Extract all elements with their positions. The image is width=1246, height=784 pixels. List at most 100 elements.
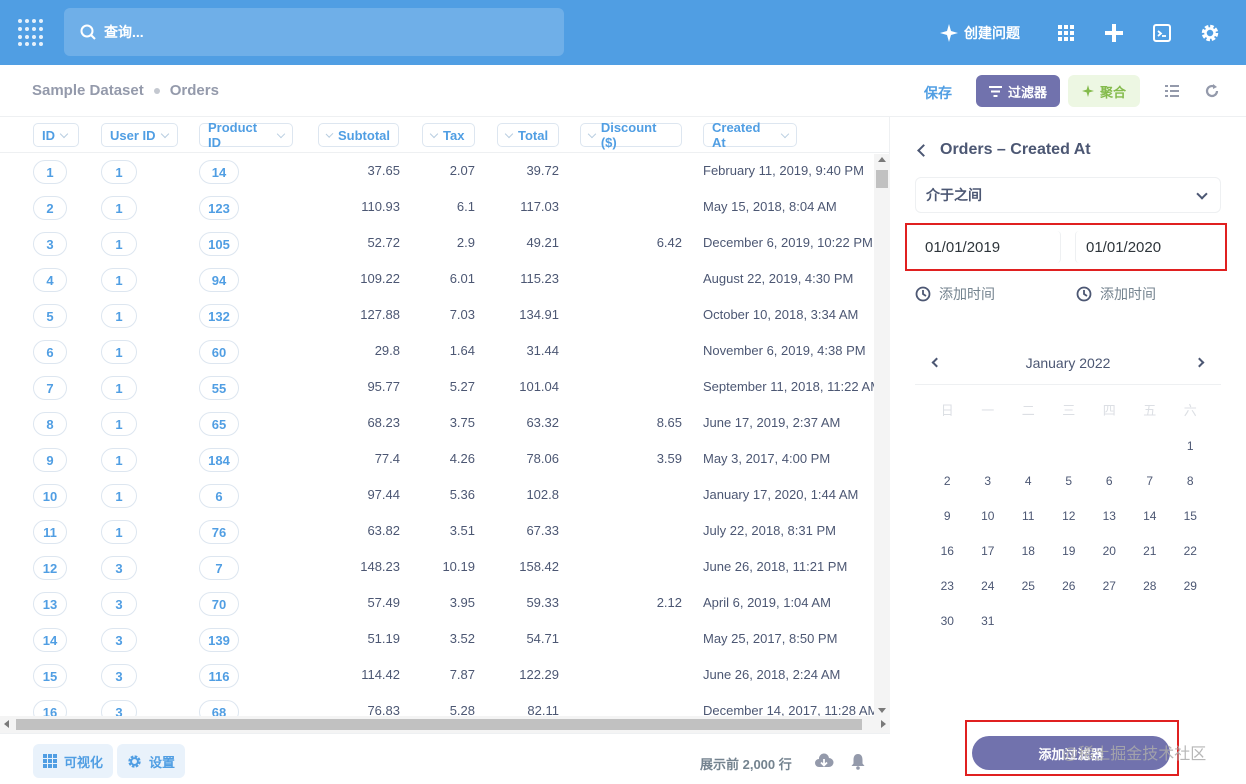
product-id-cell[interactable]: 116 — [199, 664, 239, 688]
add-filter-button[interactable]: 添加过滤器 — [972, 736, 1170, 770]
end-date-input[interactable]: 01/01/2020 — [1075, 231, 1221, 263]
back-chevron-icon[interactable] — [917, 143, 930, 157]
user-id-cell[interactable]: 1 — [101, 304, 137, 328]
calendar-day[interactable]: 14 — [1143, 509, 1157, 523]
id-cell[interactable]: 3 — [33, 232, 67, 256]
calendar-day[interactable]: 5 — [1065, 474, 1073, 488]
id-cell[interactable]: 5 — [33, 304, 67, 328]
calendar-day[interactable]: 8 — [1186, 474, 1194, 488]
visualize-button[interactable]: 可视化 — [33, 744, 114, 778]
calendar-day[interactable]: 2 — [943, 474, 951, 488]
search-input[interactable]: 查询... — [64, 8, 564, 56]
user-id-cell[interactable]: 1 — [101, 268, 137, 292]
column-header-discount[interactable]: Discount ($) — [580, 120, 682, 150]
new-question-button[interactable]: 创建问题 — [940, 23, 1020, 43]
id-cell[interactable]: 10 — [33, 484, 67, 508]
id-cell[interactable]: 11 — [33, 520, 67, 544]
user-id-cell[interactable]: 3 — [101, 628, 137, 652]
horizontal-scrollbar[interactable] — [0, 716, 890, 733]
calendar-day[interactable]: 30 — [940, 614, 954, 628]
settings-button[interactable]: 设置 — [117, 744, 186, 778]
calendar-day[interactable]: 9 — [943, 509, 951, 523]
calendar-day[interactable]: 17 — [981, 544, 995, 558]
breadcrumb-database[interactable]: Sample Dataset — [32, 82, 144, 99]
user-id-cell[interactable]: 1 — [101, 448, 137, 472]
product-id-cell[interactable]: 105 — [199, 232, 239, 256]
id-cell[interactable]: 4 — [33, 268, 67, 292]
calendar-day[interactable]: 20 — [1102, 544, 1116, 558]
calendar-day[interactable]: 24 — [981, 579, 995, 593]
aggregate-button[interactable]: 聚合 — [1068, 75, 1140, 107]
calendar-day[interactable]: 29 — [1183, 579, 1197, 593]
calendar-day[interactable]: 19 — [1062, 544, 1076, 558]
calendar-day[interactable]: 13 — [1102, 509, 1116, 523]
column-header-id[interactable]: ID — [33, 123, 79, 147]
column-header-created-at[interactable]: Created At — [703, 120, 797, 150]
calendar-day[interactable]: 18 — [1021, 544, 1035, 558]
column-header-subtotal[interactable]: Subtotal — [318, 123, 399, 147]
id-cell[interactable]: 2 — [33, 196, 67, 220]
filter-title[interactable]: Orders – Created At — [917, 141, 1091, 159]
id-cell[interactable]: 9 — [33, 448, 67, 472]
calendar-day[interactable]: 11 — [1022, 509, 1035, 523]
column-header-product-id[interactable]: Product ID — [199, 120, 293, 150]
calendar-day[interactable]: 27 — [1102, 579, 1116, 593]
user-id-cell[interactable]: 1 — [101, 520, 137, 544]
settings-button[interactable] — [1190, 13, 1230, 53]
calendar-day[interactable]: 16 — [940, 544, 954, 558]
id-cell[interactable]: 6 — [33, 340, 67, 364]
user-id-cell[interactable]: 1 — [101, 232, 137, 256]
calendar-day[interactable]: 6 — [1105, 474, 1113, 488]
calendar-day[interactable]: 15 — [1183, 509, 1197, 523]
calendar-day[interactable]: 12 — [1062, 509, 1076, 523]
user-id-cell[interactable]: 3 — [101, 592, 137, 616]
calendar-day[interactable]: 26 — [1062, 579, 1076, 593]
calendar-day[interactable]: 25 — [1021, 579, 1035, 593]
product-id-cell[interactable]: 14 — [199, 160, 239, 184]
product-id-cell[interactable]: 132 — [199, 304, 239, 328]
breadcrumb-table[interactable]: Orders — [169, 82, 219, 99]
user-id-cell[interactable]: 1 — [101, 412, 137, 436]
logo-icon[interactable] — [18, 19, 46, 47]
calendar-day[interactable]: 4 — [1024, 474, 1032, 488]
calendar-day[interactable]: 1 — [1186, 439, 1194, 453]
user-id-cell[interactable]: 3 — [101, 556, 137, 580]
product-id-cell[interactable]: 55 — [199, 376, 239, 400]
refresh-button[interactable] — [1202, 81, 1222, 101]
calendar-day[interactable]: 21 — [1143, 544, 1157, 558]
product-id-cell[interactable]: 6 — [199, 484, 239, 508]
calendar-day[interactable]: 22 — [1183, 544, 1197, 558]
id-cell[interactable]: 13 — [33, 592, 67, 616]
product-id-cell[interactable]: 60 — [199, 340, 239, 364]
id-cell[interactable]: 15 — [33, 664, 67, 688]
end-add-time-button[interactable]: 添加时间 — [1076, 284, 1156, 304]
calendar-day[interactable]: 10 — [981, 509, 995, 523]
product-id-cell[interactable]: 76 — [199, 520, 239, 544]
user-id-cell[interactable]: 1 — [101, 340, 137, 364]
product-id-cell[interactable]: 7 — [199, 556, 239, 580]
calendar-day[interactable]: 7 — [1146, 474, 1154, 488]
sql-editor-button[interactable] — [1142, 13, 1182, 53]
product-id-cell[interactable]: 184 — [199, 448, 239, 472]
calendar-day[interactable]: 23 — [940, 579, 954, 593]
id-cell[interactable]: 14 — [33, 628, 67, 652]
filter-button[interactable]: 过滤器 — [976, 75, 1060, 107]
user-id-cell[interactable]: 1 — [101, 160, 137, 184]
user-id-cell[interactable]: 3 — [101, 664, 137, 688]
vertical-scrollbar[interactable] — [874, 154, 890, 716]
browse-data-button[interactable] — [1046, 13, 1086, 53]
save-button[interactable]: 保存 — [924, 85, 952, 101]
calendar-day[interactable]: 31 — [981, 614, 995, 628]
id-cell[interactable]: 12 — [33, 556, 67, 580]
id-cell[interactable]: 7 — [33, 376, 67, 400]
id-cell[interactable]: 8 — [33, 412, 67, 436]
start-add-time-button[interactable]: 添加时间 — [915, 284, 995, 304]
column-header-user-id[interactable]: User ID — [101, 123, 178, 147]
user-id-cell[interactable]: 1 — [101, 196, 137, 220]
calendar-day[interactable]: 3 — [984, 474, 992, 488]
product-id-cell[interactable]: 94 — [199, 268, 239, 292]
column-header-total[interactable]: Total — [497, 123, 559, 147]
product-id-cell[interactable]: 65 — [199, 412, 239, 436]
download-button[interactable] — [814, 752, 834, 770]
notebook-button[interactable] — [1162, 81, 1182, 101]
